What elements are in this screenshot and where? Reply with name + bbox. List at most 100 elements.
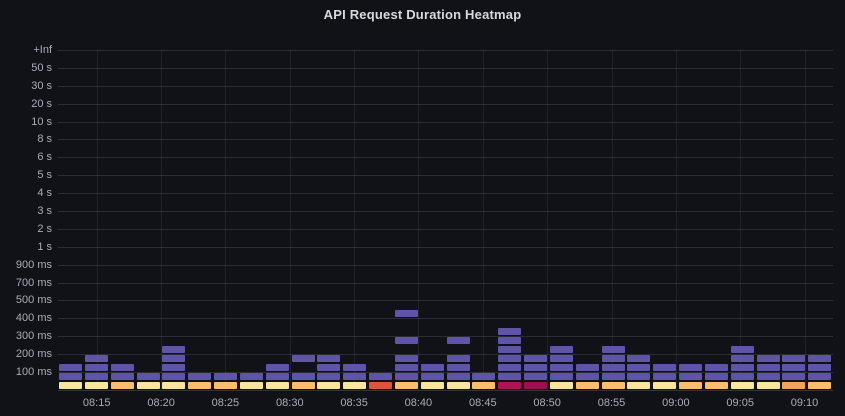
heatmap-cell[interactable] [292, 382, 315, 389]
heatmap-cell[interactable] [59, 382, 82, 389]
heatmap-cell[interactable] [757, 355, 780, 362]
heatmap-cell[interactable] [782, 355, 805, 362]
heatmap-cell[interactable] [498, 355, 521, 362]
heatmap-cell[interactable] [240, 373, 263, 380]
heatmap-cell[interactable] [317, 364, 340, 371]
heatmap-cell[interactable] [162, 382, 185, 389]
heatmap-cell[interactable] [395, 373, 418, 380]
heatmap-cell[interactable] [679, 382, 702, 389]
heatmap-cell[interactable] [498, 382, 521, 389]
heatmap-cell[interactable] [627, 382, 650, 389]
heatmap-cell[interactable] [757, 373, 780, 380]
heatmap-cell[interactable] [343, 373, 366, 380]
heatmap-cell[interactable] [757, 382, 780, 389]
heatmap-cell[interactable] [111, 382, 134, 389]
heatmap-cell[interactable] [731, 355, 754, 362]
heatmap-cell[interactable] [447, 364, 470, 371]
heatmap-cell[interactable] [498, 346, 521, 353]
heatmap-cell[interactable] [188, 382, 211, 389]
heatmap-cell[interactable] [85, 355, 108, 362]
heatmap-cell[interactable] [137, 373, 160, 380]
heatmap-cell[interactable] [85, 373, 108, 380]
heatmap-cell[interactable] [162, 364, 185, 371]
heatmap-cell[interactable] [421, 382, 444, 389]
heatmap-cell[interactable] [782, 373, 805, 380]
heatmap-cell[interactable] [266, 382, 289, 389]
heatmap-cell[interactable] [472, 373, 495, 380]
heatmap-cell[interactable] [266, 373, 289, 380]
heatmap-cell[interactable] [653, 364, 676, 371]
heatmap-cell[interactable] [782, 382, 805, 389]
heatmap-cell[interactable] [627, 355, 650, 362]
heatmap-cell[interactable] [731, 373, 754, 380]
heatmap-cell[interactable] [59, 373, 82, 380]
heatmap-cell[interactable] [447, 337, 470, 344]
heatmap-cell[interactable] [705, 373, 728, 380]
heatmap-cell[interactable] [550, 346, 573, 353]
heatmap-cell[interactable] [498, 337, 521, 344]
heatmap-cell[interactable] [550, 364, 573, 371]
heatmap-cell[interactable] [395, 355, 418, 362]
heatmap-cell[interactable] [808, 355, 831, 362]
heatmap-cell[interactable] [317, 373, 340, 380]
heatmap-cell[interactable] [395, 310, 418, 317]
heatmap-cell[interactable] [679, 364, 702, 371]
heatmap-cell[interactable] [498, 373, 521, 380]
heatmap-cell[interactable] [524, 364, 547, 371]
heatmap-cell[interactable] [731, 346, 754, 353]
heatmap-cell[interactable] [576, 382, 599, 389]
heatmap-cell[interactable] [447, 373, 470, 380]
heatmap-cell[interactable] [653, 382, 676, 389]
heatmap-cell[interactable] [627, 364, 650, 371]
heatmap-cell[interactable] [395, 337, 418, 344]
heatmap-cell[interactable] [808, 373, 831, 380]
heatmap-cell[interactable] [524, 373, 547, 380]
heatmap-cell[interactable] [524, 382, 547, 389]
heatmap-cell[interactable] [498, 364, 521, 371]
heatmap-cell[interactable] [447, 355, 470, 362]
heatmap-cell[interactable] [421, 373, 444, 380]
heatmap-cell[interactable] [292, 373, 315, 380]
heatmap-cell[interactable] [162, 355, 185, 362]
heatmap-cell[interactable] [576, 373, 599, 380]
heatmap-cell[interactable] [369, 382, 392, 389]
heatmap-cell[interactable] [550, 373, 573, 380]
heatmap-cell[interactable] [627, 373, 650, 380]
heatmap-cell[interactable] [550, 355, 573, 362]
heatmap-cell[interactable] [395, 364, 418, 371]
heatmap-cell[interactable] [653, 373, 676, 380]
heatmap-cell[interactable] [85, 382, 108, 389]
heatmap-cell[interactable] [395, 382, 418, 389]
heatmap-cell[interactable] [59, 364, 82, 371]
heatmap-cell[interactable] [369, 373, 392, 380]
heatmap-cell[interactable] [498, 328, 521, 335]
heatmap-cell[interactable] [214, 382, 237, 389]
heatmap-cell[interactable] [447, 382, 470, 389]
heatmap-cell[interactable] [472, 382, 495, 389]
heatmap-cell[interactable] [421, 364, 444, 371]
heatmap-cell[interactable] [576, 364, 599, 371]
heatmap-cell[interactable] [782, 364, 805, 371]
heatmap-cell[interactable] [602, 355, 625, 362]
heatmap-cell[interactable] [214, 373, 237, 380]
heatmap-cell[interactable] [162, 373, 185, 380]
heatmap-cell[interactable] [85, 364, 108, 371]
heatmap-cell[interactable] [266, 364, 289, 371]
heatmap-cell[interactable] [705, 382, 728, 389]
heatmap-cell[interactable] [731, 364, 754, 371]
heatmap-cell[interactable] [343, 382, 366, 389]
heatmap-cell[interactable] [524, 355, 547, 362]
heatmap-cell[interactable] [343, 364, 366, 371]
heatmap-cell[interactable] [292, 355, 315, 362]
heatmap-cell[interactable] [705, 364, 728, 371]
heatmap-cell[interactable] [808, 364, 831, 371]
heatmap-cell[interactable] [188, 373, 211, 380]
heatmap-cell[interactable] [162, 346, 185, 353]
heatmap-cell[interactable] [137, 382, 160, 389]
heatmap-cell[interactable] [111, 364, 134, 371]
heatmap-cell[interactable] [602, 373, 625, 380]
heatmap-cell[interactable] [240, 382, 263, 389]
heatmap-cell[interactable] [111, 373, 134, 380]
heatmap-cell[interactable] [317, 355, 340, 362]
heatmap-cell[interactable] [808, 382, 831, 389]
